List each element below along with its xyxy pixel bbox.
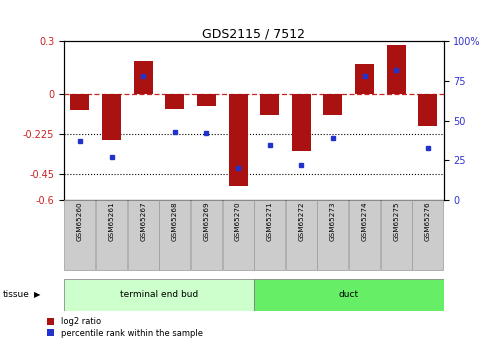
Bar — [419, 94, 437, 126]
Bar — [254, 200, 285, 270]
Bar — [65, 200, 96, 270]
Text: GSM65273: GSM65273 — [330, 202, 336, 242]
Bar — [70, 94, 89, 110]
Legend: log2 ratio, percentile rank within the sample: log2 ratio, percentile rank within the s… — [43, 314, 207, 341]
Text: GSM65268: GSM65268 — [172, 202, 178, 242]
Text: tissue: tissue — [2, 290, 30, 299]
Text: GSM65274: GSM65274 — [361, 202, 368, 242]
Bar — [96, 200, 127, 270]
Text: GSM65269: GSM65269 — [204, 202, 210, 242]
Text: duct: duct — [339, 290, 359, 299]
Text: ▶: ▶ — [34, 290, 40, 299]
Text: GSM65276: GSM65276 — [425, 202, 431, 242]
Bar — [159, 200, 190, 270]
Text: GSM65275: GSM65275 — [393, 202, 399, 242]
Text: GSM65267: GSM65267 — [140, 202, 146, 242]
Bar — [387, 45, 406, 94]
Bar — [165, 94, 184, 109]
Text: GSM65270: GSM65270 — [235, 202, 241, 242]
Text: GSM65261: GSM65261 — [108, 202, 114, 242]
Bar — [222, 200, 253, 270]
Bar — [254, 279, 444, 311]
Bar — [128, 200, 159, 270]
Bar — [323, 94, 343, 116]
Bar — [317, 200, 349, 270]
Bar — [65, 279, 254, 311]
Text: GSM65260: GSM65260 — [77, 202, 83, 242]
Text: GSM65271: GSM65271 — [267, 202, 273, 242]
Bar — [381, 200, 412, 270]
Bar — [134, 61, 153, 94]
Bar — [286, 200, 317, 270]
Bar — [102, 94, 121, 140]
Bar — [260, 94, 279, 116]
Bar — [412, 200, 443, 270]
Text: terminal end bud: terminal end bud — [120, 290, 198, 299]
Bar — [229, 94, 247, 186]
Bar — [355, 64, 374, 94]
Title: GDS2115 / 7512: GDS2115 / 7512 — [203, 27, 305, 40]
Bar — [197, 94, 216, 106]
Bar — [292, 94, 311, 151]
Bar — [191, 200, 222, 270]
Bar — [349, 200, 380, 270]
Text: GSM65272: GSM65272 — [298, 202, 304, 242]
